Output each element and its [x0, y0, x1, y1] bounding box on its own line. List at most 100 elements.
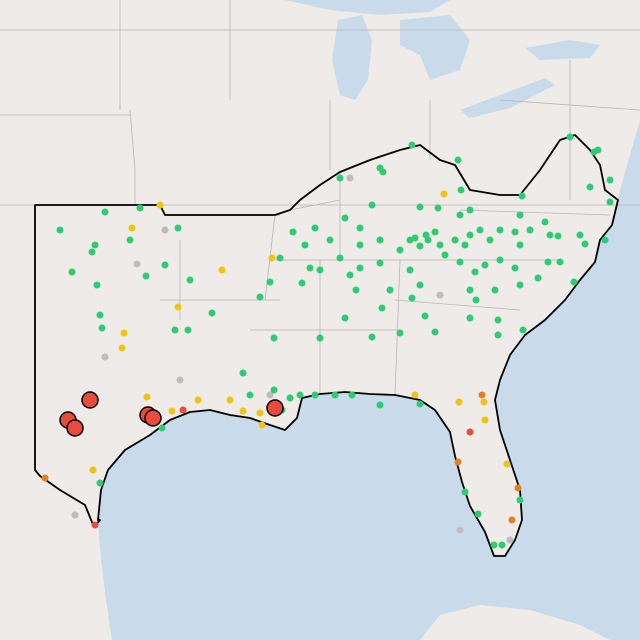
station-yellow	[411, 391, 419, 399]
station-yellow	[455, 398, 463, 406]
station-yellow	[168, 407, 176, 415]
station-yellow	[256, 409, 264, 417]
lake-superior	[285, 0, 450, 15]
station-red-large	[266, 399, 284, 417]
station-green	[472, 296, 480, 304]
station-yellow	[218, 266, 226, 274]
station-green	[424, 236, 432, 244]
station-green	[68, 268, 76, 276]
station-green	[346, 271, 354, 279]
station-green	[316, 266, 324, 274]
station-green	[311, 224, 319, 232]
station-green	[379, 168, 387, 176]
station-red-large	[66, 419, 84, 437]
station-green	[348, 391, 356, 399]
station-green	[494, 331, 502, 339]
station-green	[498, 541, 506, 549]
station-green	[126, 236, 134, 244]
station-green	[581, 240, 589, 248]
station-yellow	[440, 190, 448, 198]
station-green	[466, 314, 474, 322]
station-green	[421, 312, 429, 320]
station-green	[352, 286, 360, 294]
station-green	[544, 258, 552, 266]
station-green	[491, 286, 499, 294]
cuba	[420, 605, 610, 640]
station-gray	[506, 536, 514, 544]
station-green	[494, 316, 502, 324]
station-green	[461, 241, 469, 249]
lake-michigan	[332, 15, 372, 100]
station-green	[298, 279, 306, 287]
station-yellow	[143, 393, 151, 401]
lake-huron	[400, 15, 470, 80]
station-green	[431, 228, 439, 236]
station-green	[431, 328, 439, 336]
station-green	[408, 141, 416, 149]
station-green	[408, 294, 416, 302]
station-green	[516, 241, 524, 249]
station-green	[356, 264, 364, 272]
station-green	[606, 176, 614, 184]
station-green	[601, 236, 609, 244]
station-green	[471, 268, 479, 276]
station-green	[256, 293, 264, 301]
station-green	[457, 186, 465, 194]
station-green	[174, 224, 182, 232]
station-green	[526, 226, 534, 234]
station-green	[556, 258, 564, 266]
station-green	[486, 236, 494, 244]
station-green	[570, 278, 578, 286]
region-outline	[34, 134, 619, 557]
station-green	[441, 251, 449, 259]
station-yellow	[226, 396, 234, 404]
station-green	[368, 333, 376, 341]
station-green	[496, 256, 504, 264]
station-green	[516, 496, 524, 504]
station-green	[301, 241, 309, 249]
station-green	[88, 248, 96, 256]
station-green	[306, 264, 314, 272]
water	[98, 0, 640, 640]
station-green	[276, 254, 284, 262]
station-green	[316, 334, 324, 342]
station-green	[270, 386, 278, 394]
station-green	[541, 218, 549, 226]
station-green	[411, 234, 419, 242]
station-green	[96, 311, 104, 319]
station-green	[158, 424, 166, 432]
station-yellow	[258, 421, 266, 429]
station-red	[466, 428, 474, 436]
station-green	[376, 236, 384, 244]
station-green	[171, 326, 179, 334]
ocean	[98, 120, 640, 640]
station-yellow	[480, 398, 488, 406]
lake-erie	[460, 78, 555, 118]
lake-ontario	[525, 40, 600, 60]
station-green	[456, 211, 464, 219]
station-green	[466, 231, 474, 239]
station-green	[476, 226, 484, 234]
station-green	[511, 264, 519, 272]
station-orange	[514, 484, 522, 492]
station-green	[184, 326, 192, 334]
station-green	[466, 206, 474, 214]
station-green	[368, 201, 376, 209]
station-orange	[478, 391, 486, 399]
station-green	[336, 174, 344, 182]
station-green	[378, 304, 386, 312]
station-green	[566, 133, 574, 141]
station-green	[286, 394, 294, 402]
station-yellow	[128, 224, 136, 232]
station-gray	[456, 526, 464, 534]
station-green	[136, 204, 144, 212]
station-yellow	[194, 396, 202, 404]
station-green	[386, 286, 394, 294]
station-green	[416, 281, 424, 289]
station-green	[518, 192, 526, 200]
station-green	[590, 148, 598, 156]
station-red	[91, 521, 99, 529]
station-yellow	[118, 344, 126, 352]
station-gray	[101, 353, 109, 361]
